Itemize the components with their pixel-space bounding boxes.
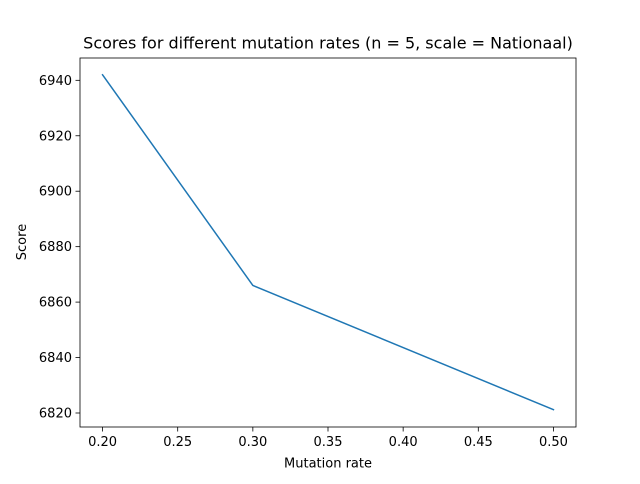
x-tick-label: 0.40: [389, 435, 418, 450]
y-tick-label: 6940: [39, 74, 72, 89]
y-tick-label: 6920: [39, 129, 72, 144]
chart-title: Scores for different mutation rates (n =…: [83, 34, 573, 53]
x-tick-label: 0.50: [539, 435, 568, 450]
x-tick-label: 0.25: [163, 435, 192, 450]
x-tick-label: 0.35: [314, 435, 343, 450]
x-tick-label: 0.45: [464, 435, 493, 450]
y-tick-label: 6900: [39, 185, 72, 200]
plot-area: 0.20 0.25 0.30 0.35 0.40 0.45 0.50 6820 6840 6860…: [39, 57, 577, 450]
y-tick-label: 6860: [39, 296, 72, 311]
x-axis-label: Mutation rate: [284, 457, 372, 472]
y-tick-label: 6840: [39, 351, 72, 366]
y-axis-label: Score: [15, 224, 30, 260]
x-tick-label: 0.20: [88, 435, 117, 450]
y-tick-label: 6820: [39, 406, 72, 421]
x-tick-label: 0.30: [238, 435, 267, 450]
series-line-0: [101, 73, 555, 411]
y-tick-label: 6880: [39, 240, 72, 255]
